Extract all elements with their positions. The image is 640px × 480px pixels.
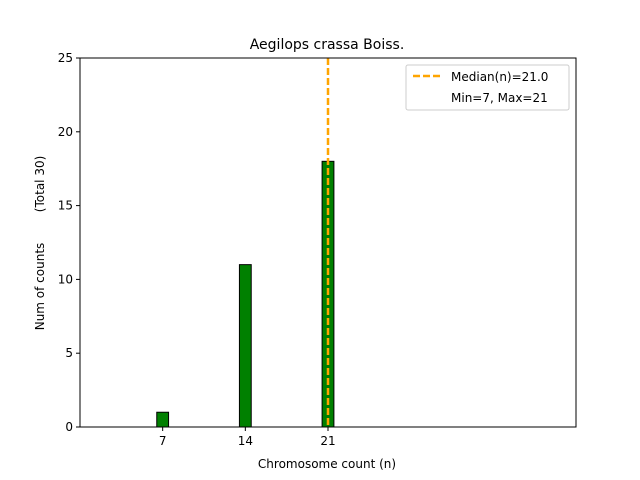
y-tick-label: 10 (58, 272, 73, 286)
y-axis-label: Num of counts (Total 30) (33, 156, 47, 331)
bar-14 (238, 264, 252, 428)
y-tick-label: 25 (58, 51, 73, 65)
x-axis-label: Chromosome count (n) (258, 457, 396, 471)
x-tick-label: 7 (159, 434, 167, 448)
y-tick-label: 20 (58, 125, 73, 139)
bar-7 (156, 411, 170, 428)
y-tick-label: 15 (58, 199, 73, 213)
legend-box (405, 64, 570, 111)
legend-entry-median: Median(n)=21.0 (451, 70, 548, 84)
y-tick-label: 5 (65, 346, 73, 360)
chart-title: Aegilops crassa Boiss. (250, 37, 405, 53)
legend-entry-minmax: Min=7, Max=21 (451, 91, 548, 105)
plot-area: 0 5 10 15 20 25 7 14 21 (58, 51, 577, 448)
y-tick-label: 0 (65, 420, 73, 434)
x-tick-label: 21 (320, 434, 335, 448)
x-tick-label: 14 (238, 434, 253, 448)
legend: Median(n)=21.0 Min=7, Max=21 (405, 64, 570, 111)
